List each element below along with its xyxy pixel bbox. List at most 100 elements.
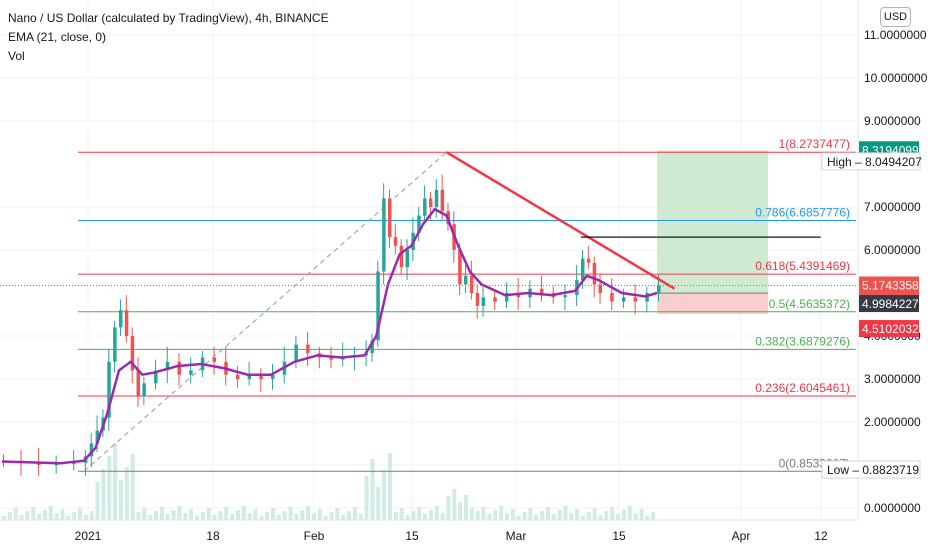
volume-bar	[171, 510, 176, 520]
candle-body[interactable]	[37, 462, 41, 465]
volume-bar	[136, 512, 141, 520]
volume-bar	[282, 511, 287, 520]
volume-bar	[7, 512, 12, 520]
candle-body[interactable]	[177, 361, 181, 375]
candle-body[interactable]	[434, 189, 439, 207]
candle-body[interactable]	[586, 258, 591, 263]
volume-bar	[54, 513, 59, 520]
candle-body[interactable]	[136, 370, 141, 397]
descending-trend-line[interactable]	[445, 151, 676, 290]
volume-bar	[493, 510, 498, 520]
candle-body[interactable]	[493, 297, 497, 302]
candle-body[interactable]	[405, 250, 410, 268]
candle-body[interactable]	[113, 327, 117, 362]
candle-body[interactable]	[54, 464, 59, 466]
volume-bar	[464, 495, 469, 520]
volume-bar	[142, 508, 147, 520]
candle-body[interactable]	[142, 383, 146, 397]
candle-body[interactable]	[633, 297, 638, 302]
stop-loss-zone[interactable]	[657, 293, 769, 315]
candle-body[interactable]	[294, 344, 298, 362]
candle-body[interactable]	[329, 357, 334, 360]
fib-label-0.236: 0.236(2.6045461)	[755, 381, 850, 395]
candle-body[interactable]	[469, 275, 474, 293]
candle-body[interactable]	[481, 297, 486, 306]
y-tick-label: 9.0000000	[864, 114, 921, 128]
candle-body[interactable]	[540, 288, 544, 293]
candle-body[interactable]	[598, 284, 603, 293]
candle-body[interactable]	[428, 198, 433, 207]
candle-body[interactable]	[563, 295, 567, 298]
x-tick-label: Mar	[506, 529, 527, 543]
volume-bar	[510, 509, 515, 520]
volume-bar	[31, 507, 36, 520]
volume-bar	[487, 514, 492, 520]
candle-body[interactable]	[189, 370, 193, 375]
candle-body[interactable]	[423, 198, 427, 216]
volume-bar	[352, 507, 357, 520]
take-profit-zone[interactable]	[657, 150, 769, 294]
candle-body[interactable]	[247, 374, 252, 379]
candle-body[interactable]	[399, 245, 404, 268]
volume-bar	[592, 508, 597, 520]
candle-body[interactable]	[271, 374, 275, 379]
volume-bar	[194, 516, 199, 520]
candle-body[interactable]	[387, 198, 392, 238]
candle-body[interactable]	[259, 374, 263, 379]
volume-bar	[288, 507, 293, 520]
volume-bar	[504, 513, 509, 520]
volume-bar	[551, 514, 556, 520]
candle-body[interactable]	[376, 271, 380, 341]
volume-bar	[130, 454, 135, 520]
volume-bar	[42, 510, 47, 520]
volume-bar	[423, 514, 428, 520]
volume-bar	[294, 514, 299, 520]
candle-body[interactable]	[124, 310, 129, 336]
volume-bar	[610, 507, 615, 520]
candle-body[interactable]	[657, 285, 661, 293]
candle-body[interactable]	[458, 250, 462, 285]
volume-bar	[89, 511, 94, 520]
candle-body[interactable]	[621, 297, 626, 302]
candle-body[interactable]	[610, 293, 614, 302]
volume-bar	[78, 508, 83, 520]
candle-body[interactable]	[212, 357, 217, 362]
candle-body[interactable]	[89, 443, 94, 457]
candle-body[interactable]	[95, 430, 100, 444]
candle-body[interactable]	[417, 215, 421, 233]
candle-body[interactable]	[382, 198, 386, 272]
volume-bar	[475, 511, 480, 520]
candle-body[interactable]	[370, 340, 374, 354]
volume-bar	[335, 508, 340, 520]
currency-button[interactable]: USD	[880, 7, 911, 27]
candle-body[interactable]	[393, 237, 398, 246]
candle-body[interactable]	[130, 336, 135, 371]
candle-body[interactable]	[592, 262, 597, 285]
legend-ema[interactable]: EMA (21, close, 0)	[8, 30, 107, 44]
ema-line[interactable]	[1, 207, 658, 465]
candle-body[interactable]	[464, 275, 468, 285]
candle-body[interactable]	[154, 370, 158, 384]
candle-body[interactable]	[504, 293, 509, 302]
candle-body[interactable]	[440, 189, 445, 212]
volume-bar	[557, 510, 562, 520]
candle-body[interactable]	[165, 361, 170, 371]
legend-symbol[interactable]: Nano / US Dollar (calculated by TradingV…	[8, 11, 329, 25]
volume-bar	[177, 506, 182, 520]
fib-label-0.786: 0.786(6.6857776)	[755, 206, 850, 220]
candle-body[interactable]	[306, 344, 310, 354]
x-tick-label: 18	[206, 529, 220, 543]
volume-bar	[417, 507, 422, 520]
candle-body[interactable]	[235, 374, 240, 379]
legend-volume[interactable]: Vol	[8, 49, 25, 63]
volume-bar	[235, 510, 240, 520]
candle-body[interactable]	[107, 361, 111, 418]
candle-body[interactable]	[475, 293, 480, 306]
candle-body[interactable]	[645, 293, 649, 302]
volume-bar	[230, 514, 235, 520]
candle-body[interactable]	[580, 258, 585, 281]
candle-body[interactable]	[118, 310, 123, 328]
candle-body[interactable]	[72, 462, 76, 465]
